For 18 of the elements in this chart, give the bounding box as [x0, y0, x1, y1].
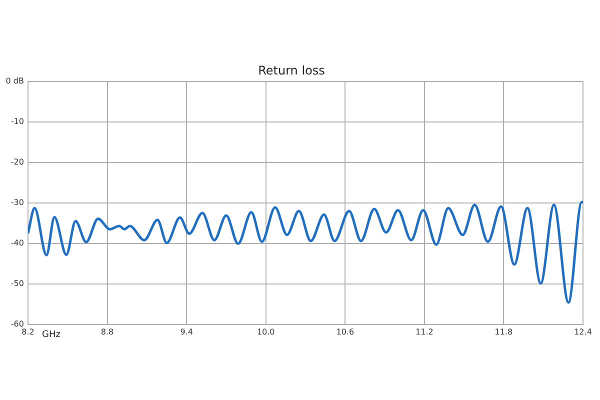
y-tick-label: -50	[10, 278, 24, 288]
y-tick-label: -40	[10, 238, 24, 248]
y-tick-label: -20	[10, 157, 24, 166]
x-tick-label: 9.4	[180, 327, 193, 336]
x-tick-label: 11.8	[494, 327, 513, 336]
chart-title: Return loss	[258, 63, 325, 78]
y-tick-label: 0 dB	[6, 76, 24, 86]
x-tick-label: 8.8	[100, 327, 114, 336]
line-series	[28, 200, 583, 304]
x-tick-label: 10.6	[336, 327, 354, 336]
x-axis-title: GHz	[42, 330, 61, 340]
x-tick-label: 12.4	[574, 327, 592, 336]
y-tick-label: -30	[10, 198, 24, 207]
x-tick-label: 11.2	[416, 327, 434, 336]
x-tick-label: 10.0	[256, 327, 275, 336]
y-tick-label: -60	[10, 319, 24, 328]
x-tick-label: 8.2	[22, 327, 34, 336]
y-tick-label: -10	[10, 116, 24, 126]
